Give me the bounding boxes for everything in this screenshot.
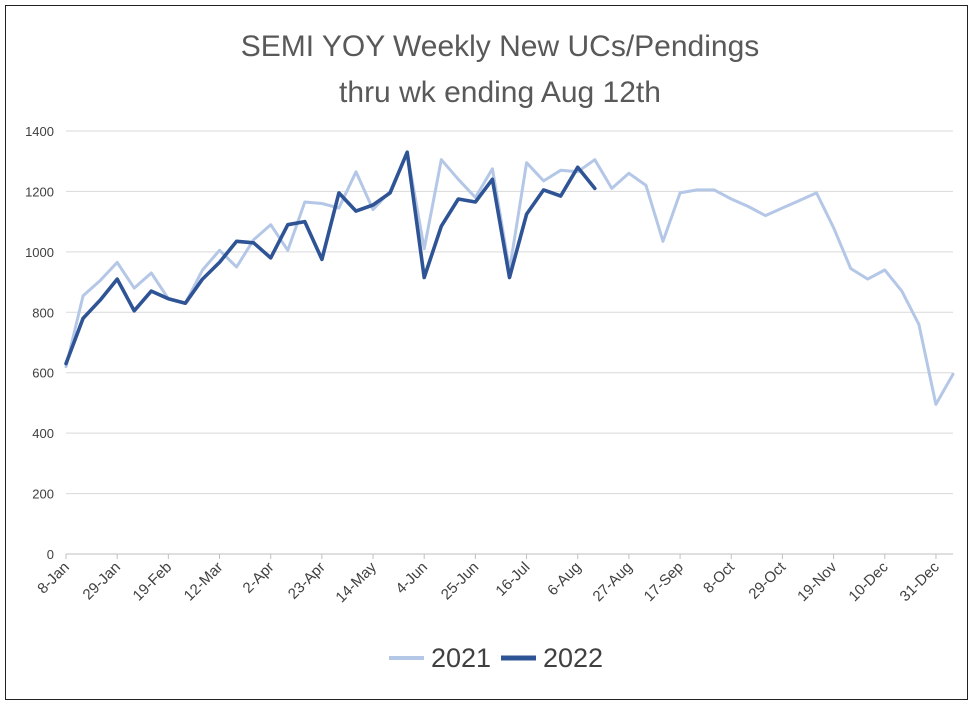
y-tick-label: 200 [32,487,54,502]
x-tick-label: 10-Dec [845,558,892,605]
x-tick-label: 29-Jan [80,559,124,603]
x-tick-label: 19-Nov [794,558,841,605]
y-tick-label: 400 [32,426,54,441]
x-tick-label: 17-Sep [641,559,687,605]
x-tick-label: 25-Jun [438,559,482,603]
x-tick-label: 12-Mar [181,559,227,605]
chart-subtitle: thru wk ending Aug 12th [339,76,661,109]
y-tick-label: 1200 [25,184,54,199]
y-tick-label: 1000 [25,245,54,260]
x-tick-label: 6-Aug [544,559,584,599]
x-tick-label: 14-May [332,558,380,606]
y-axis-ticks: 0 200 400 600 800 1000 1200 1400 [25,124,54,562]
x-axis-ticks: 8-Jan 29-Jan 19-Feb 12-Mar 2-Apr 23-Apr 14-May… [34,554,943,606]
chart-title: SEMI YOY Weekly New UCs/Pendings [241,30,760,63]
series-lines [64,150,955,406]
x-tick-label: 2-Apr [240,559,278,597]
legend-label-2021: 2021 [431,643,491,673]
y-tick-label: 1400 [25,124,54,139]
gridlines [66,130,953,555]
x-tick-label: 31-Dec [897,558,944,605]
legend: 2021 2022 [389,643,603,673]
chart-frame: SEMI YOY Weekly New UCs/Pendings thru wk… [5,5,968,700]
x-tick-label: 8-Jan [34,559,73,598]
x-tick-label: 16-Jul [492,559,533,600]
x-tick-label: 23-Apr [285,559,329,603]
x-tick-label: 27-Aug [590,559,636,605]
x-tick-label: 29-Oct [745,558,789,602]
y-tick-label: 600 [32,366,54,381]
y-tick-label: 800 [32,305,54,320]
series-2022-line [64,150,597,366]
x-tick-label: 4-Jun [392,559,431,598]
x-tick-label: 8-Oct [700,558,739,597]
legend-label-2022: 2022 [543,643,603,673]
x-tick-label: 19-Feb [130,559,176,605]
line-chart: SEMI YOY Weekly New UCs/Pendings thru wk… [25,30,955,673]
y-tick-label: 0 [47,547,54,562]
